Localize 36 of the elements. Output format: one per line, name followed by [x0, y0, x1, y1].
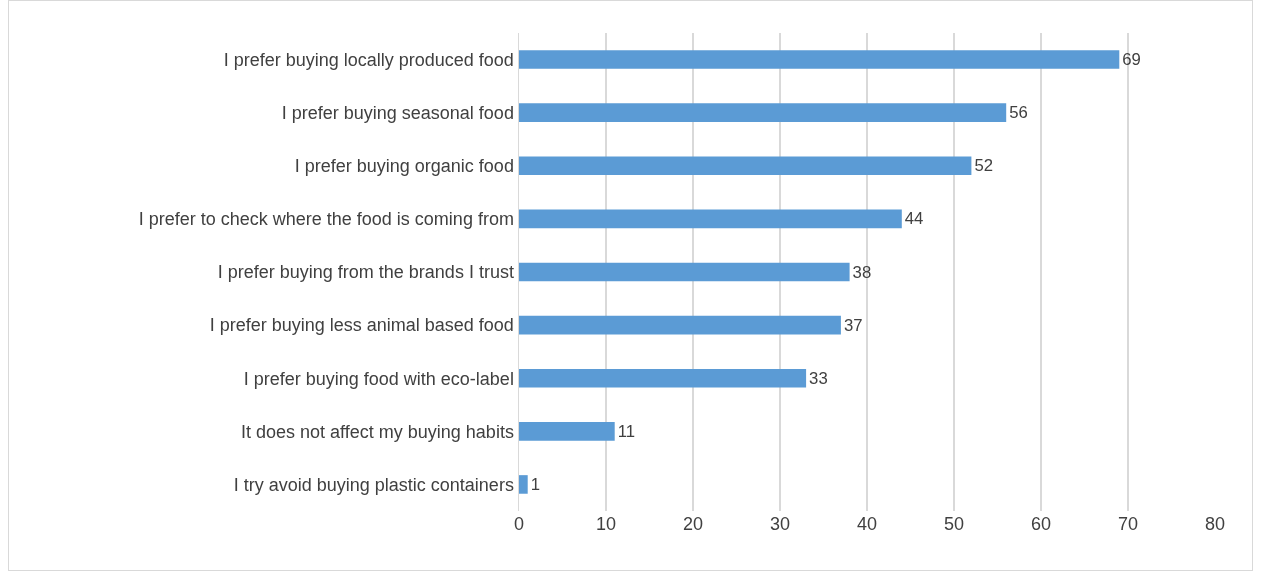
- bar: [519, 103, 1007, 122]
- y-tick-label: I try avoid buying plastic containers: [233, 474, 514, 495]
- y-tick-label: I prefer buying from the brands I trust: [217, 262, 514, 283]
- x-tick-label: 50: [943, 514, 965, 534]
- x-tick-label: 70: [1117, 514, 1139, 534]
- x-tick-label: 30: [769, 514, 791, 534]
- data-label: 69: [1122, 50, 1141, 70]
- data-label: 1: [530, 475, 541, 495]
- y-tick-label: I prefer buying less animal based food: [209, 315, 514, 336]
- data-label: 11: [617, 421, 636, 441]
- bar: [519, 368, 807, 388]
- bar: [519, 262, 850, 282]
- x-tick-label: 60: [1030, 514, 1052, 534]
- bar: [519, 209, 902, 229]
- data-label: 37: [843, 315, 863, 335]
- data-label: 44: [904, 209, 924, 229]
- data-label: 56: [1009, 103, 1028, 123]
- y-tick-label: I prefer buying seasonal food: [281, 102, 514, 123]
- bar: [519, 422, 615, 441]
- y-tick-label: I prefer buying organic food: [294, 156, 514, 177]
- bar: [519, 475, 528, 494]
- x-tick-label: 10: [595, 514, 617, 534]
- x-tick-label: 20: [682, 514, 704, 534]
- x-tick-label: 80: [1204, 514, 1226, 534]
- data-label: 38: [852, 262, 872, 282]
- x-tick-label: 40: [856, 514, 878, 534]
- bar: [519, 315, 841, 335]
- y-tick-label: I prefer to check where the food is coming from: [138, 209, 514, 230]
- bar: [519, 50, 1120, 69]
- x-tick-label: 0: [513, 514, 525, 534]
- bar: [519, 156, 972, 176]
- data-label: 33: [809, 368, 828, 388]
- data-label: 52: [974, 156, 994, 176]
- y-tick-label: I prefer buying food with eco-label: [243, 368, 514, 389]
- y-tick-label: It does not affect my buying habits: [241, 421, 514, 442]
- y-tick-label: I prefer buying locally produced food: [223, 49, 514, 70]
